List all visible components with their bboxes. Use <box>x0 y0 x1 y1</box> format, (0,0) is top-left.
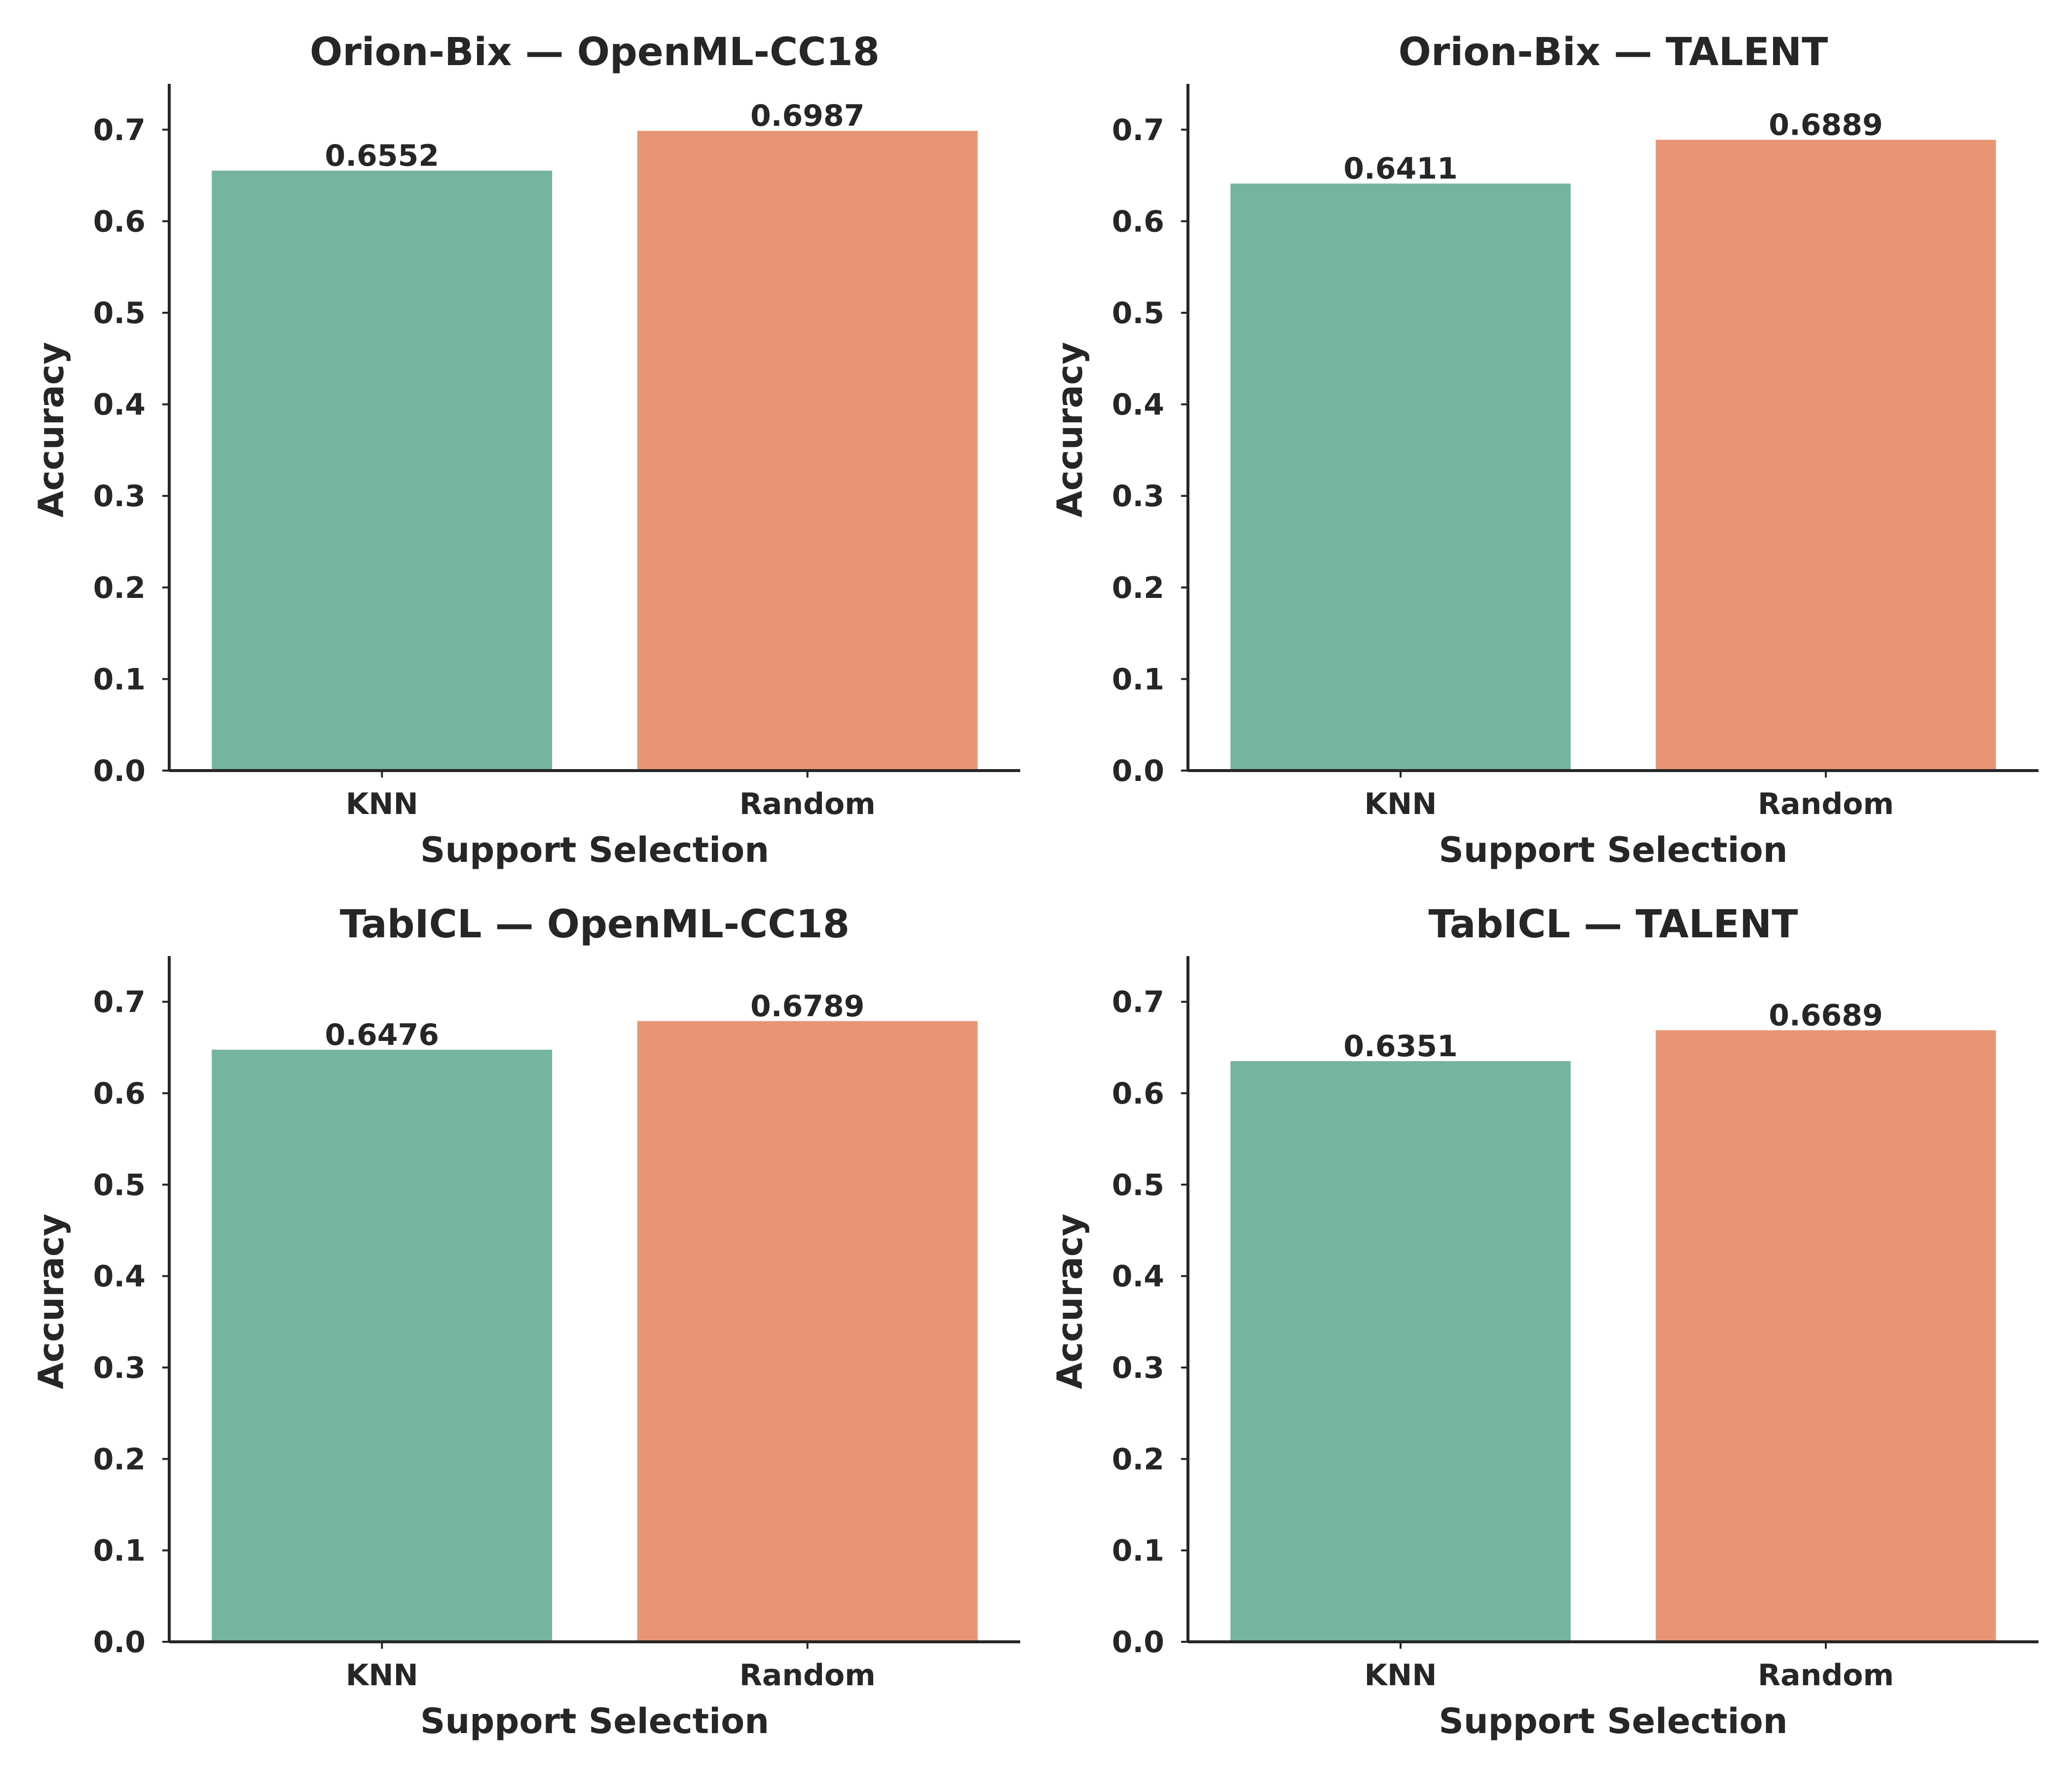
y-tick-label: 0.6 <box>93 204 146 239</box>
x-tick-label: KNN <box>1365 787 1437 821</box>
y-tick-label: 0.5 <box>93 1168 146 1202</box>
bar-value-label: 0.6552 <box>325 139 439 173</box>
bar-random <box>637 1021 978 1642</box>
chart-title: TabICL — OpenML-CC18 <box>340 902 850 947</box>
x-axis-title: Support Selection <box>420 1701 769 1741</box>
bar-random <box>1656 140 1996 771</box>
chart-title: TabICL — TALENT <box>1429 902 1798 947</box>
y-tick-label: 0.2 <box>1112 571 1164 605</box>
y-tick-label: 0.4 <box>93 1259 146 1294</box>
x-tick-label: KNN <box>346 1658 418 1693</box>
y-tick-label: 0.6 <box>1112 204 1164 239</box>
y-axis-title: Accuracy <box>31 342 72 518</box>
y-tick-label: 0.7 <box>93 985 146 1020</box>
x-tick-label: KNN <box>346 787 418 821</box>
bar-random <box>1656 1030 1996 1642</box>
chart-panel-tabicl-talent: TabICL — TALENT 0.6351 KNN 0.6689 Random 0.0 0… <box>1050 902 2038 1741</box>
y-tick-label: 0.5 <box>1112 1168 1164 1202</box>
y-tick-label: 0.1 <box>1112 1534 1164 1568</box>
y-tick-label: 0.7 <box>93 113 146 148</box>
y-tick-label: 0.5 <box>1112 296 1164 331</box>
y-tick-label: 0.2 <box>1112 1442 1164 1477</box>
chart-title: Orion-Bix — OpenML-CC18 <box>310 30 880 74</box>
bar-knn <box>212 1049 553 1642</box>
bar-value-label: 0.6476 <box>325 1018 439 1052</box>
x-tick-label: Random <box>1758 787 1894 821</box>
y-axis-title: Accuracy <box>31 1214 72 1389</box>
y-tick-label: 0.7 <box>1112 985 1164 1020</box>
x-tick-label: Random <box>740 787 876 821</box>
x-axis-title: Support Selection <box>1439 830 1787 870</box>
y-axis-title: Accuracy <box>1050 1214 1090 1389</box>
bar-random <box>637 131 978 771</box>
y-tick-label: 0.1 <box>93 662 146 697</box>
y-tick-label: 0.3 <box>1112 1351 1164 1385</box>
y-tick-label: 0.6 <box>1112 1076 1164 1111</box>
y-tick-label: 0.1 <box>93 1534 146 1568</box>
chart-panel-orionbix-talent: Orion-Bix — TALENT 0.6411 KNN 0.6889 Random 0… <box>1050 30 2038 870</box>
x-axis-title: Support Selection <box>1439 1701 1787 1741</box>
y-tick-label: 0.6 <box>93 1076 146 1111</box>
bar-value-label: 0.6987 <box>750 99 865 133</box>
bar-knn <box>212 170 553 771</box>
bar-value-label: 0.6351 <box>1343 1029 1458 1064</box>
y-tick-label: 0.0 <box>1112 1625 1164 1660</box>
bar-value-label: 0.6689 <box>1769 998 1883 1033</box>
bar-value-label: 0.6411 <box>1343 151 1458 186</box>
y-tick-label: 0.2 <box>93 1442 146 1477</box>
x-axis-title: Support Selection <box>420 830 769 870</box>
y-tick-label: 0.5 <box>93 296 146 331</box>
bar-knn <box>1230 1061 1571 1642</box>
y-tick-label: 0.0 <box>1112 754 1164 788</box>
y-tick-label: 0.0 <box>93 1625 146 1660</box>
y-tick-label: 0.1 <box>1112 662 1164 697</box>
y-tick-label: 0.2 <box>93 571 146 605</box>
y-tick-label: 0.3 <box>93 479 146 514</box>
y-axis-title: Accuracy <box>1050 342 1090 518</box>
x-tick-label: Random <box>740 1658 876 1693</box>
chart-panel-tabicl-openml: TabICL — OpenML-CC18 0.6476 KNN 0.6789 Rando… <box>31 902 1020 1741</box>
x-tick-label: Random <box>1758 1658 1894 1693</box>
y-tick-label: 0.4 <box>1112 388 1164 422</box>
bar-value-label: 0.6889 <box>1769 108 1883 142</box>
bar-knn <box>1230 184 1571 771</box>
y-tick-label: 0.4 <box>1112 1259 1164 1294</box>
y-tick-label: 0.3 <box>93 1351 146 1385</box>
y-tick-label: 0.0 <box>93 754 146 788</box>
x-tick-label: KNN <box>1365 1658 1437 1693</box>
chart-panel-orionbix-openml: Orion-Bix — OpenML-CC18 0.6552 KNN 0.6987 Ra… <box>31 30 1020 870</box>
bar-value-label: 0.6789 <box>750 989 865 1024</box>
y-tick-label: 0.7 <box>1112 113 1164 148</box>
chart-title: Orion-Bix — TALENT <box>1399 30 1828 74</box>
y-tick-label: 0.4 <box>93 388 146 422</box>
y-tick-label: 0.3 <box>1112 479 1164 514</box>
